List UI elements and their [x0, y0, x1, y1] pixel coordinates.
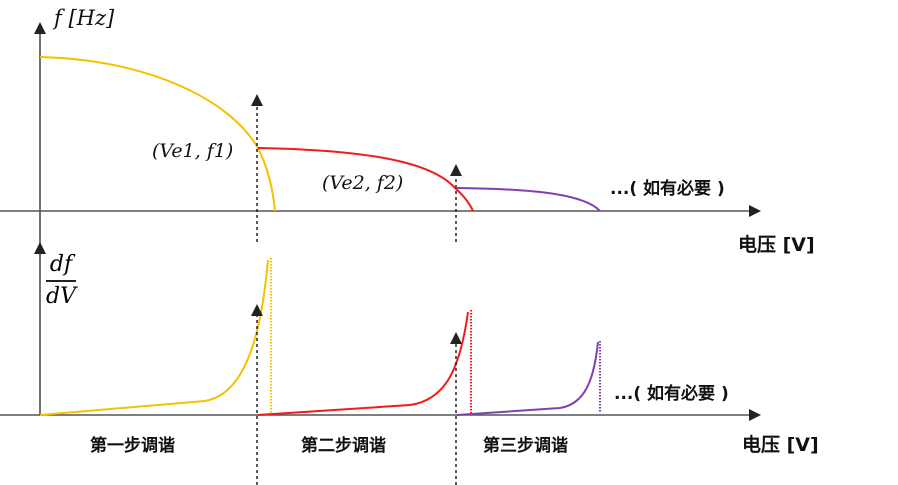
step-3-label: 第三步调谐 — [483, 436, 568, 456]
bottom-y-label-denominator: dV — [46, 284, 76, 309]
bottom-y-label: df dV — [46, 252, 76, 310]
bottom-note: ...( 如有必要 ) — [614, 384, 729, 404]
bottom-y-label-numerator: df — [49, 252, 73, 277]
bottom-curve-step3 — [456, 341, 599, 416]
bottom-curve-step2 — [257, 311, 469, 416]
top-curve-step2 — [257, 147, 474, 212]
point-2-label: (Ve2, f2) — [322, 172, 404, 194]
top-x-label: 电压 [V] — [738, 234, 815, 256]
bottom-curve-step1 — [39, 259, 269, 416]
top-curve-step3 — [456, 187, 601, 212]
step-2-label: 第二步调谐 — [301, 436, 386, 456]
top-curve-step1 — [39, 56, 276, 212]
top-y-label: f [Hz] — [54, 6, 115, 30]
point-1-label: (Ve1, f1) — [152, 140, 234, 162]
bottom-x-label: 电压 [V] — [742, 434, 819, 456]
fraction-bar — [46, 280, 76, 282]
step-1-label: 第一步调谐 — [90, 436, 175, 456]
top-note: ...( 如有必要 ) — [610, 179, 725, 199]
